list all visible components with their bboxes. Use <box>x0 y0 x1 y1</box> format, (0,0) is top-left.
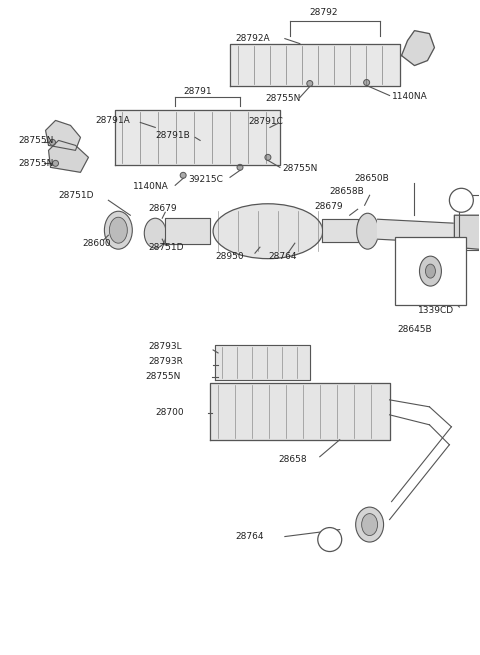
Text: 28755N: 28755N <box>282 164 317 173</box>
Text: 28791A: 28791A <box>96 116 130 125</box>
Ellipse shape <box>361 514 378 536</box>
Ellipse shape <box>425 264 435 278</box>
Polygon shape <box>48 140 88 172</box>
Text: 28791: 28791 <box>183 87 212 96</box>
Polygon shape <box>455 215 480 250</box>
Text: 1140NA: 1140NA <box>133 182 169 191</box>
Text: 28679: 28679 <box>315 202 343 211</box>
Text: 28755N: 28755N <box>19 136 54 145</box>
Ellipse shape <box>213 204 323 259</box>
Polygon shape <box>378 219 455 243</box>
Polygon shape <box>322 219 358 242</box>
Text: 28762A: 28762A <box>399 268 434 276</box>
Circle shape <box>237 164 243 170</box>
Circle shape <box>449 294 456 300</box>
Ellipse shape <box>144 218 166 248</box>
Text: 28751D: 28751D <box>148 242 184 252</box>
Polygon shape <box>402 31 434 66</box>
Text: 28791C: 28791C <box>248 117 283 126</box>
Text: 28751D: 28751D <box>59 191 94 200</box>
Text: A: A <box>326 534 333 544</box>
Text: 28792: 28792 <box>310 8 338 17</box>
Text: 28755N: 28755N <box>265 94 300 103</box>
Circle shape <box>364 79 370 86</box>
FancyBboxPatch shape <box>395 237 467 305</box>
Polygon shape <box>46 121 81 151</box>
Circle shape <box>52 160 59 166</box>
Circle shape <box>449 188 473 212</box>
Text: 28764: 28764 <box>268 252 297 261</box>
Text: 1339CD: 1339CD <box>418 305 454 314</box>
Text: 28600: 28600 <box>83 238 111 248</box>
Circle shape <box>265 155 271 160</box>
Polygon shape <box>210 383 390 440</box>
Text: 28755N: 28755N <box>145 373 180 381</box>
Text: 28793L: 28793L <box>148 343 182 352</box>
Text: A: A <box>458 195 465 205</box>
Polygon shape <box>215 345 310 380</box>
Text: 1140NA: 1140NA <box>392 92 427 101</box>
Ellipse shape <box>104 212 132 249</box>
Text: 28658B: 28658B <box>330 187 364 196</box>
Text: 39215C: 39215C <box>188 175 223 184</box>
Text: 28700: 28700 <box>155 408 184 417</box>
Text: 28645B: 28645B <box>397 326 432 335</box>
Polygon shape <box>115 111 280 165</box>
Text: 28791B: 28791B <box>155 131 190 140</box>
Text: 28764: 28764 <box>235 532 264 541</box>
Circle shape <box>49 140 56 145</box>
Ellipse shape <box>356 507 384 542</box>
Circle shape <box>307 81 313 86</box>
Polygon shape <box>230 44 399 86</box>
Polygon shape <box>165 218 210 244</box>
Text: 28793R: 28793R <box>148 358 183 366</box>
Text: 28658: 28658 <box>278 455 307 464</box>
Text: 28950: 28950 <box>215 252 244 261</box>
Circle shape <box>180 172 186 178</box>
Text: 28755N: 28755N <box>19 159 54 168</box>
Ellipse shape <box>109 217 127 243</box>
Ellipse shape <box>420 256 442 286</box>
Text: 28792A: 28792A <box>235 34 270 43</box>
Text: 28679: 28679 <box>148 204 177 213</box>
Circle shape <box>318 527 342 552</box>
Text: 28650B: 28650B <box>355 174 389 183</box>
Ellipse shape <box>357 214 379 249</box>
